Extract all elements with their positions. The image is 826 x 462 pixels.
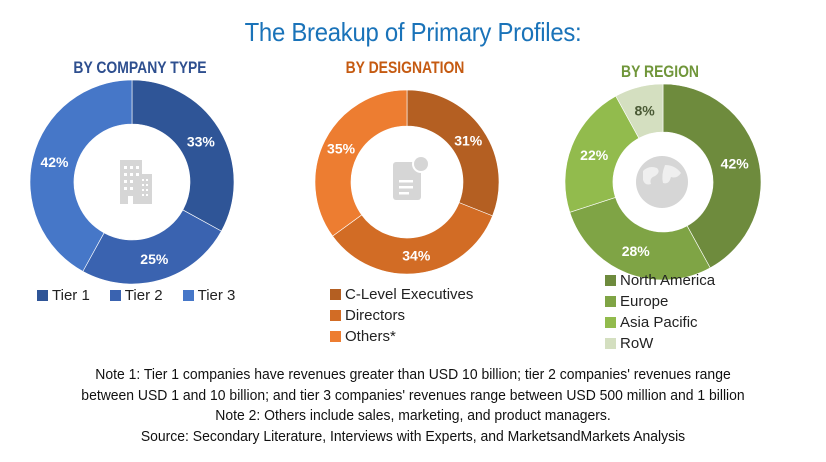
- donut-slice-europe: [569, 197, 711, 281]
- data-label: 22%: [580, 147, 609, 163]
- donut-slice-directors: [332, 202, 493, 275]
- legend-item: North America: [605, 270, 715, 291]
- legend-label: Europe: [620, 293, 669, 310]
- legend-label: Others*: [345, 328, 396, 345]
- legend-swatch: [330, 310, 341, 321]
- donut-slice-tier-2: [82, 209, 222, 285]
- data-label: 33%: [187, 133, 216, 149]
- legend-label: Directors: [345, 307, 406, 324]
- note-line: Note 2: Others include sales, marketing,…: [215, 407, 611, 424]
- data-label: 42%: [721, 156, 750, 172]
- notes-block: Note 1: Tier 1 companies have revenues g…: [0, 365, 826, 447]
- legend-swatch: [605, 275, 616, 286]
- page-title: The Breakup of Primary Profiles:: [244, 17, 582, 47]
- legend-swatch: [330, 289, 341, 300]
- legend-label: C-Level Executives: [345, 286, 474, 303]
- legend-item: Europe: [605, 291, 715, 312]
- legend-swatch: [182, 290, 194, 301]
- legend-swatch: [37, 290, 48, 301]
- donut-designation: 31% 34% 35%: [314, 89, 500, 275]
- data-label: 35%: [327, 140, 356, 156]
- legend-item: Tier 1: [37, 285, 90, 306]
- legend-designation: C-Level Executives Directors Others*: [330, 284, 473, 347]
- legend-item: RoW: [605, 333, 715, 354]
- legend-swatch: [330, 331, 341, 342]
- data-label: 8%: [634, 102, 655, 118]
- legend-item: Tier 2: [109, 285, 163, 306]
- data-label: 42%: [40, 154, 69, 170]
- legend-item: Tier 3: [182, 285, 236, 306]
- legend-item: Others*: [330, 326, 473, 347]
- legend-label: Tier 3: [197, 287, 236, 304]
- legend-swatch: [605, 338, 616, 349]
- chart-title-company-type: BY COMPANY TYPE: [73, 58, 207, 77]
- donut-region: 42% 28% 22% 8%: [564, 83, 762, 281]
- donut-slice-north-america: [662, 83, 762, 269]
- data-label: 31%: [454, 132, 483, 148]
- data-label: 28%: [622, 243, 651, 259]
- donut-slice-row: [615, 83, 664, 139]
- chart-title-region: BY REGION: [621, 62, 699, 81]
- legend-region: North America Europe Asia Pacific RoW: [605, 270, 715, 354]
- donut-company-type: 33% 25% 42%: [29, 79, 235, 285]
- legend-item: C-Level Executives: [330, 284, 473, 305]
- note-line: Note 1: Tier 1 companies have revenues g…: [95, 366, 731, 383]
- data-label: 25%: [140, 251, 169, 267]
- donut-slice-c-level-executives: [406, 89, 500, 217]
- legend-label: Tier 2: [124, 287, 163, 304]
- legend-swatch: [605, 317, 616, 328]
- legend-item: Directors: [330, 305, 473, 326]
- legend-label: RoW: [620, 335, 654, 352]
- legend-label: North America: [620, 272, 716, 289]
- legend-company-type: Tier 1 Tier 2 Tier 3: [37, 285, 255, 306]
- globe-icon: [636, 156, 688, 208]
- legend-label: Tier 1: [52, 287, 90, 304]
- note-line: between USD 1 and 10 billion; and tier 3…: [81, 386, 745, 404]
- legend-item: Asia Pacific: [605, 312, 715, 333]
- donut-slice-others: [314, 89, 408, 237]
- source-line: Source: Secondary Literature, Interviews…: [140, 427, 686, 445]
- legend-swatch: [109, 290, 121, 301]
- certificate-document-icon: [393, 155, 430, 200]
- legend-swatch: [605, 296, 616, 307]
- donut-slice-asia-pacific: [564, 95, 640, 213]
- donut-slice-tier-1: [131, 79, 235, 232]
- chart-title-designation: BY DESIGNATION: [345, 58, 465, 77]
- legend-label: Asia Pacific: [620, 314, 698, 331]
- data-label: 34%: [402, 247, 431, 263]
- building-icon: [120, 160, 152, 204]
- donut-slice-tier-3: [29, 79, 133, 272]
